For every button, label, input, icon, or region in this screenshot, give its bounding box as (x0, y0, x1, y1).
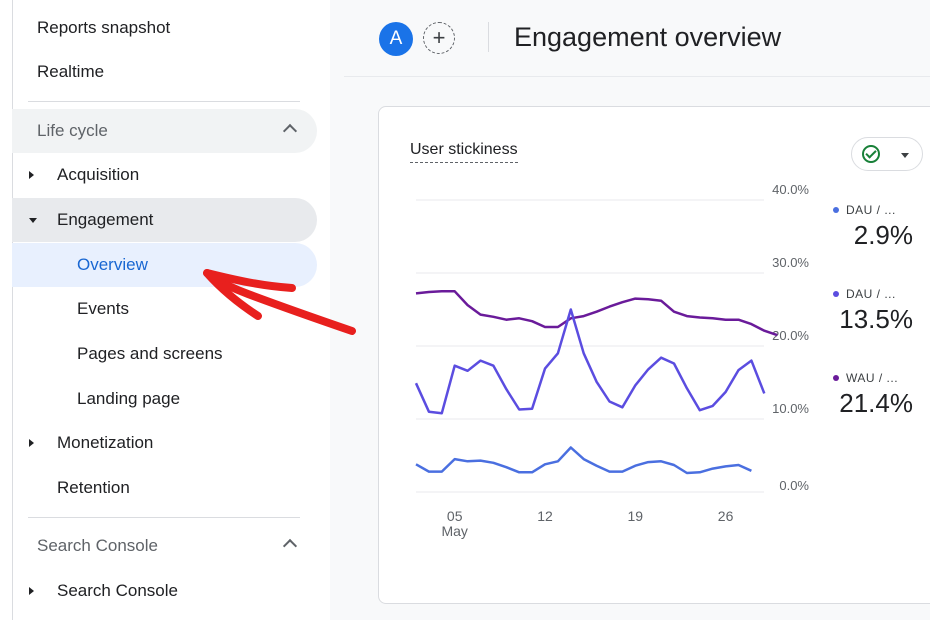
nav-landing-page[interactable]: Landing page (12, 377, 317, 421)
page-title: Engagement overview (514, 22, 782, 52)
series-line-2[interactable] (415, 446, 752, 475)
legend-dot-icon (833, 375, 839, 381)
legend-name: DAU / ... (846, 203, 896, 217)
y-tick-label: 40.0% (772, 182, 809, 197)
avatar[interactable]: A (379, 22, 413, 56)
section-life-cycle[interactable]: Life cycle (12, 109, 317, 153)
header-divider (488, 22, 489, 52)
nav-label: Search Console (57, 581, 178, 600)
chevron-up-icon (282, 538, 298, 554)
nav-realtime[interactable]: Realtime (12, 50, 317, 94)
add-comparison-button[interactable]: + (423, 22, 455, 54)
y-tick-label: 20.0% (772, 328, 809, 343)
x-sub-label: May (441, 523, 467, 539)
nav-retention[interactable]: Retention (12, 466, 317, 510)
caret-right-icon (29, 171, 34, 179)
nav-monetization[interactable]: Monetization (12, 421, 317, 465)
legend-item-wau: WAU / ... 21.4% (833, 371, 913, 419)
series-line-0[interactable] (415, 290, 778, 337)
check-circle-icon (862, 145, 880, 163)
chevron-up-icon (282, 123, 298, 139)
header-divider-line (344, 76, 930, 77)
nav-label: Acquisition (57, 165, 140, 184)
legend-value: 13.5% (839, 304, 913, 334)
dropdown-arrow-icon (901, 153, 909, 158)
nav-label: Retention (57, 478, 130, 497)
nav-search-console[interactable]: Search Console (12, 569, 317, 613)
nav-label: Landing page (77, 389, 181, 408)
nav-engagement[interactable]: Engagement (12, 198, 317, 242)
legend-value: 2.9% (853, 220, 913, 250)
caret-right-icon (29, 439, 34, 447)
sidebar-edge (12, 0, 13, 620)
nav-events[interactable]: Events (12, 287, 317, 331)
legend-dot-icon (833, 207, 839, 213)
user-stickiness-card: User stickiness 0.0% 10.0% 20.0% 30.0% 40.0%… (378, 106, 930, 604)
legend-name: DAU / ... (846, 287, 896, 301)
section-title: Life cycle (37, 121, 108, 140)
nav-label: Realtime (37, 62, 105, 81)
section-search-console[interactable]: Search Console (12, 524, 317, 568)
section-title: Search Console (37, 536, 158, 555)
nav-pages-and-screens[interactable]: Pages and screens (12, 332, 317, 376)
page-header: A + Engagement overview (330, 0, 930, 77)
legend-name: WAU / ... (846, 371, 899, 385)
x-tick-label: 19 (628, 508, 644, 524)
sidebar-nav: Reports snapshot Realtime Life cycle Acq… (0, 0, 330, 620)
y-tick-label: 0.0% (779, 478, 809, 493)
nav-reports-snapshot[interactable]: Reports snapshot (12, 6, 317, 50)
card-title[interactable]: User stickiness (410, 141, 518, 163)
y-tick-label: 30.0% (772, 255, 809, 270)
series-line-1[interactable] (414, 308, 766, 415)
nav-label: Monetization (57, 433, 154, 452)
caret-right-icon (29, 587, 34, 595)
stickiness-chart: 0.0% 10.0% 20.0% 30.0% 40.0% 05 12 19 26 May (414, 182, 809, 539)
x-tick-label: 05 (447, 508, 463, 524)
legend-item-dau-1: DAU / ... 2.9% (833, 203, 913, 251)
nav-label: Pages and screens (77, 344, 223, 363)
status-dropdown-button[interactable] (851, 137, 923, 171)
nav-label: Reports snapshot (37, 18, 171, 37)
caret-down-icon (29, 218, 37, 223)
x-tick-label: 12 (537, 508, 553, 524)
x-tick-label: 26 (718, 508, 734, 524)
divider (28, 517, 300, 518)
nav-overview[interactable]: Overview (12, 243, 317, 287)
divider (28, 101, 300, 102)
legend-dot-icon (833, 291, 839, 297)
nav-label: Engagement (57, 210, 154, 229)
nav-label: Overview (77, 255, 148, 274)
legend-item-dau-2: DAU / ... 13.5% (833, 287, 913, 335)
nav-label: Events (77, 299, 129, 318)
legend-value: 21.4% (839, 388, 913, 418)
nav-acquisition[interactable]: Acquisition (12, 153, 317, 197)
y-tick-label: 10.0% (772, 401, 809, 416)
